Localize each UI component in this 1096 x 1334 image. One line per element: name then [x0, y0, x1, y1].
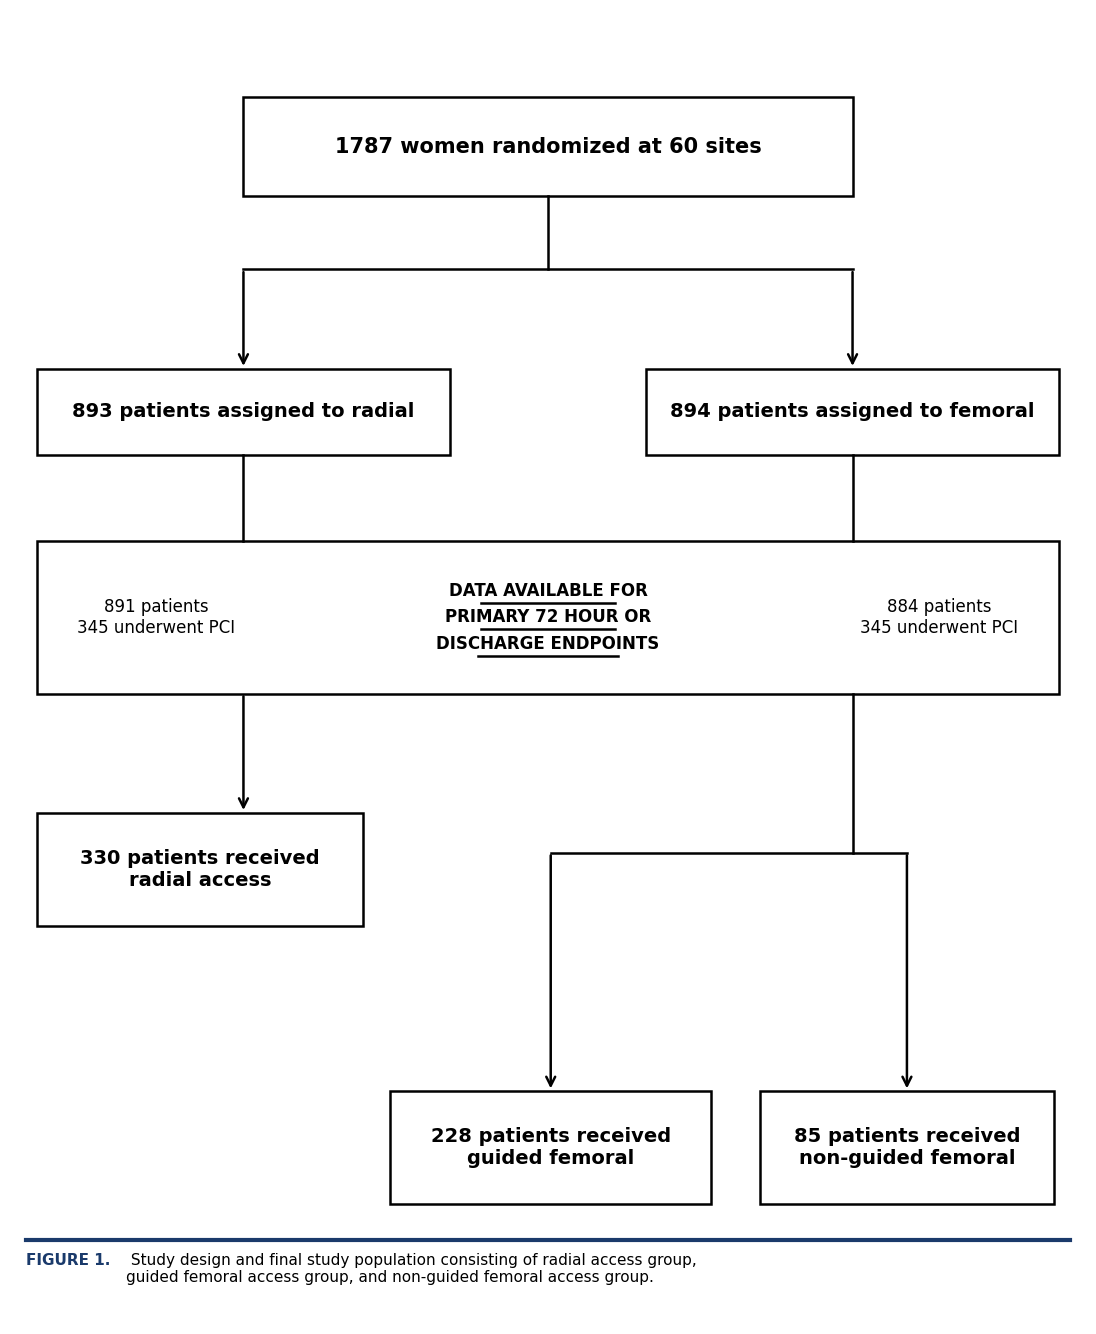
FancyBboxPatch shape — [37, 542, 1059, 694]
FancyBboxPatch shape — [646, 368, 1059, 455]
FancyBboxPatch shape — [390, 1091, 711, 1203]
Text: 1787 women randomized at 60 sites: 1787 women randomized at 60 sites — [334, 136, 762, 156]
Text: DISCHARGE ENDPOINTS: DISCHARGE ENDPOINTS — [436, 635, 660, 652]
FancyBboxPatch shape — [37, 812, 363, 926]
Text: FIGURE 1.: FIGURE 1. — [26, 1253, 111, 1267]
Text: DATA AVAILABLE FOR: DATA AVAILABLE FOR — [448, 582, 648, 600]
Text: 891 patients
345 underwent PCI: 891 patients 345 underwent PCI — [78, 598, 236, 636]
Text: 884 patients
345 underwent PCI: 884 patients 345 underwent PCI — [860, 598, 1018, 636]
FancyBboxPatch shape — [761, 1091, 1053, 1203]
FancyBboxPatch shape — [37, 368, 450, 455]
Text: 894 patients assigned to femoral: 894 patients assigned to femoral — [671, 403, 1035, 422]
Text: 228 patients received
guided femoral: 228 patients received guided femoral — [431, 1127, 671, 1169]
Text: 893 patients assigned to radial: 893 patients assigned to radial — [72, 403, 414, 422]
FancyBboxPatch shape — [243, 97, 853, 196]
Text: 85 patients received
non-guided femoral: 85 patients received non-guided femoral — [794, 1127, 1020, 1169]
Text: Study design and final study population consisting of radial access group,
guide: Study design and final study population … — [126, 1253, 697, 1286]
Text: PRIMARY 72 HOUR OR: PRIMARY 72 HOUR OR — [445, 608, 651, 626]
Text: 330 patients received
radial access: 330 patients received radial access — [80, 848, 320, 890]
